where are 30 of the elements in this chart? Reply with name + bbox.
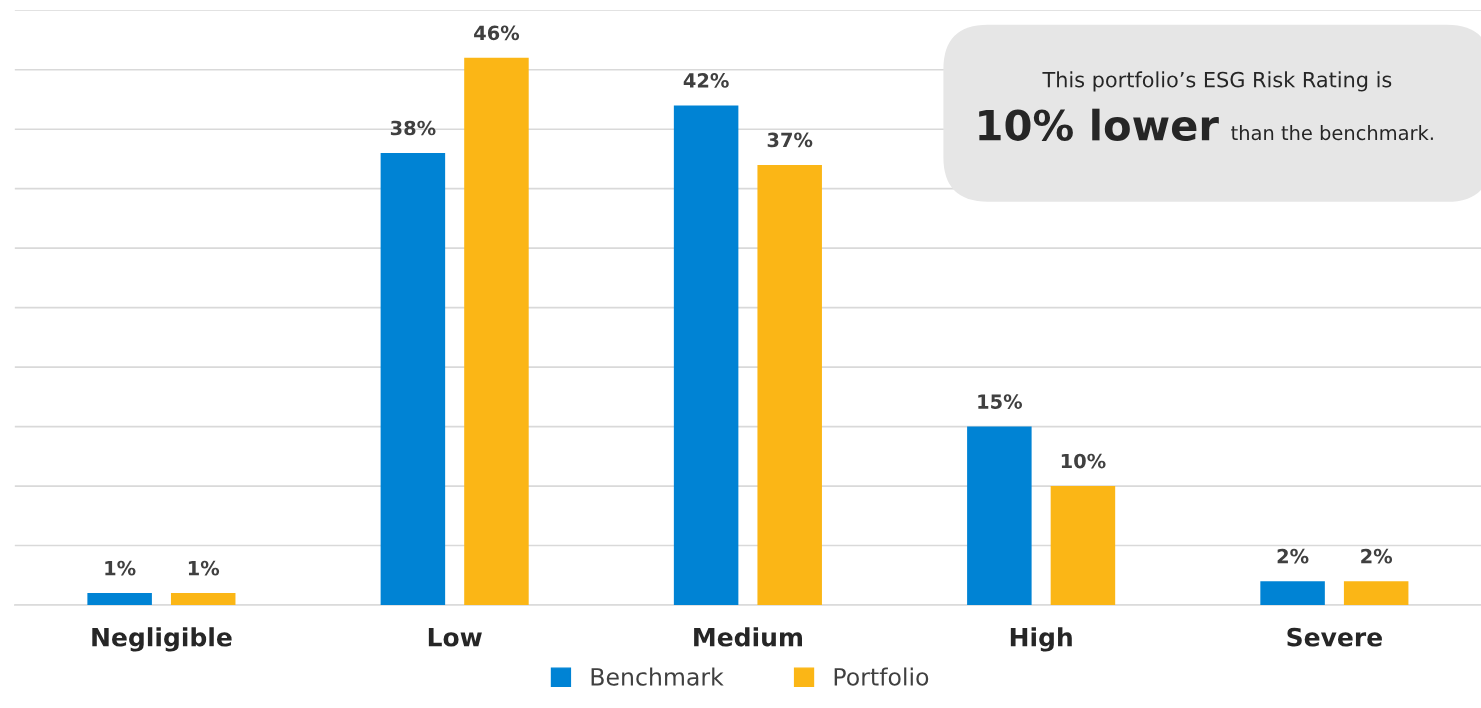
data-label: 46% <box>474 25 520 41</box>
data-label: 1% <box>105 560 136 576</box>
data-label: 1% <box>188 560 220 576</box>
data-label: 2% <box>1361 548 1393 564</box>
data-label: 15% <box>978 394 1023 409</box>
x-tick-label: Low <box>428 627 482 647</box>
x-tick-label: Negligible <box>92 627 232 652</box>
bar <box>1050 486 1116 605</box>
data-label: 10% <box>1061 453 1106 469</box>
data-label: 2% <box>1277 548 1309 564</box>
annotation: 10% lower <box>979 108 1219 141</box>
annotation: This portfolio’s ESG Risk Rating is <box>1042 71 1392 92</box>
legend-label: Benchmark <box>591 667 724 686</box>
x-tick-label: Severe <box>1287 627 1382 647</box>
bar <box>1343 581 1409 605</box>
data-label: 42% <box>683 73 729 88</box>
bar <box>87 593 152 605</box>
legend-label: Portfolio <box>834 667 929 686</box>
annotation: than the benchmark. <box>1231 125 1433 141</box>
data-label: 38% <box>390 120 436 136</box>
x-tick-label: Medium <box>694 627 802 647</box>
bar <box>380 153 446 605</box>
bar <box>464 57 529 605</box>
x-tick-label: High <box>1010 627 1072 652</box>
bar <box>757 164 822 605</box>
data-label: 37% <box>767 132 813 148</box>
bar <box>170 593 236 605</box>
bar <box>673 105 739 605</box>
bar <box>1260 581 1325 605</box>
bar <box>967 426 1032 605</box>
